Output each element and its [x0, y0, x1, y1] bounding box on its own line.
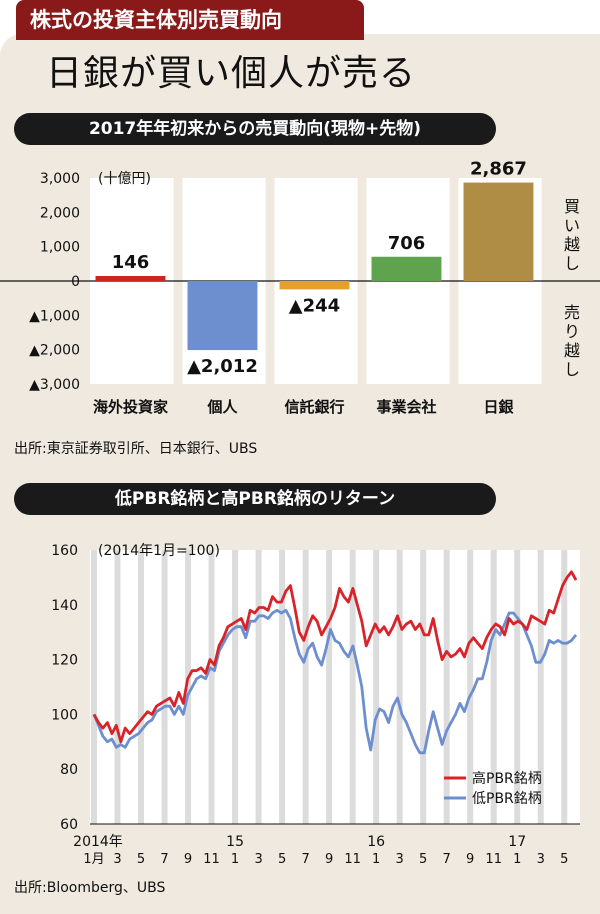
side-label-char: い	[564, 216, 580, 235]
month-band	[490, 550, 497, 824]
month-band	[161, 550, 168, 824]
month-band	[514, 550, 521, 824]
month-band	[537, 550, 544, 824]
y-tick-label: 160	[51, 543, 78, 559]
category-label: 日銀	[483, 398, 513, 416]
series-line	[92, 608, 578, 755]
bar-value-label: ▲2,012	[187, 356, 258, 377]
unit-label: (2014年1月=100)	[98, 543, 220, 559]
x-tick-label: 1	[513, 852, 521, 867]
y-tick-label: ▲1,000	[29, 308, 80, 324]
month-band	[420, 550, 427, 824]
bar-chart: 3,000 2,000 1,000 0 ▲1,000 ▲2,000 ▲3,000 (十億円) 1…	[0, 159, 600, 416]
x-tick-label: 3	[537, 852, 545, 867]
month-band	[232, 550, 239, 824]
side-label-char: 買	[564, 197, 580, 216]
y-tick-label: 0	[71, 274, 80, 290]
y-tick-label: 140	[51, 598, 78, 614]
year-label: 16	[367, 834, 385, 850]
side-label-char: し	[564, 254, 580, 273]
x-tick-label: 7	[160, 852, 168, 867]
year-label: 17	[508, 834, 526, 850]
y-tick-label: 60	[60, 817, 78, 833]
legend-label: 低PBR銘柄	[472, 791, 542, 807]
month-band	[349, 550, 356, 824]
y-tick-label: 100	[51, 707, 78, 723]
month-band	[467, 550, 474, 824]
x-tick-label: 5	[560, 852, 568, 867]
y-tick-label: 2,000	[40, 205, 80, 221]
y-tick-label: 120	[51, 653, 78, 669]
y-tick-label: 1,000	[40, 240, 80, 256]
unit-label: (十億円)	[98, 171, 151, 187]
x-tick-label: 7	[443, 852, 451, 867]
year-label: 15	[226, 834, 244, 850]
bar	[279, 281, 350, 290]
month-band	[443, 550, 450, 824]
side-label-char: し	[564, 360, 580, 379]
side-label-char: 売	[564, 303, 580, 322]
x-tick-label: 11	[344, 852, 361, 867]
x-tick-label: 11	[203, 852, 220, 867]
series-line	[92, 570, 578, 744]
x-tick-label: 11	[485, 852, 502, 867]
year-label: 2014年	[73, 834, 123, 850]
bar-chart-title: 2017年年初来からの売買動向(現物+先物)	[14, 113, 496, 145]
x-tick-label: 3	[396, 852, 404, 867]
bar	[371, 256, 442, 281]
month-band	[302, 550, 309, 824]
headline: 日銀が買い個人が売る	[46, 53, 417, 94]
x-tick-label: 5	[137, 852, 145, 867]
y-tick-label: ▲3,000	[29, 377, 80, 393]
x-tick-label: 1月	[83, 852, 104, 867]
y-tick-label: 3,000	[40, 171, 80, 187]
x-tick-label: 1	[231, 852, 239, 867]
month-band	[561, 550, 568, 824]
bar-value-label: 146	[112, 252, 150, 273]
x-tick-label: 5	[278, 852, 286, 867]
bar-value-label: ▲244	[289, 295, 340, 316]
line-chart-title: 低PBR銘柄と高PBR銘柄のリターン	[14, 483, 496, 515]
bar-value-label: 2,867	[470, 159, 527, 180]
category-label: 信託銀行	[284, 398, 344, 416]
y-tick-label: 80	[60, 762, 78, 778]
month-band	[114, 550, 121, 824]
bar-value-label: 706	[388, 233, 426, 254]
month-band	[326, 550, 333, 824]
side-label-char: り	[564, 322, 580, 341]
month-band	[279, 550, 286, 824]
side-label-char: 越	[564, 235, 580, 254]
plot-area	[90, 550, 580, 824]
x-tick-label: 3	[254, 852, 262, 867]
x-tick-label: 9	[325, 852, 333, 867]
bar	[187, 281, 258, 351]
month-band	[396, 550, 403, 824]
x-tick-label: 3	[113, 852, 121, 867]
x-tick-label: 5	[419, 852, 427, 867]
x-tick-label: 7	[301, 852, 309, 867]
bar	[95, 275, 166, 281]
month-band	[91, 550, 97, 824]
line-chart-source: 出所:Bloomberg、UBS	[14, 880, 166, 896]
month-band	[255, 550, 262, 824]
x-tick-label: 9	[184, 852, 192, 867]
month-band	[138, 550, 145, 824]
x-tick-label: 1	[372, 852, 380, 867]
bar-chart-source: 出所:東京証券取引所、日本銀行、UBS	[14, 441, 258, 457]
month-band	[373, 550, 380, 824]
x-tick-label: 9	[466, 852, 474, 867]
side-label-char: 越	[564, 341, 580, 360]
month-band	[208, 550, 215, 824]
y-tick-label: ▲2,000	[29, 343, 80, 359]
legend-label: 高PBR銘柄	[472, 770, 542, 787]
bar	[463, 182, 534, 281]
category-label: 個人	[206, 398, 238, 416]
category-label: 事業会社	[376, 398, 436, 416]
section-tab: 株式の投資主体別売買動向	[16, 0, 364, 40]
month-band	[185, 550, 192, 824]
category-label: 海外投資家	[93, 398, 168, 416]
